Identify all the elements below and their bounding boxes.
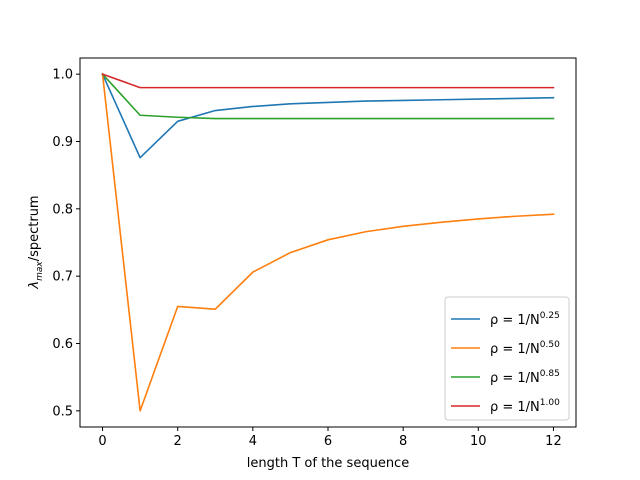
legend-label-main: ρ = 1/N <box>490 371 540 386</box>
legend-label: ρ = 1/N0.50 <box>490 340 560 357</box>
legend-label: ρ = 1/N1.00 <box>490 398 560 415</box>
x-tick-label: 10 <box>470 434 487 449</box>
legend-label: ρ = 1/N0.85 <box>490 369 560 386</box>
legend: ρ = 1/N0.25ρ = 1/N0.50ρ = 1/N0.85ρ = 1/N… <box>444 296 570 421</box>
legend-label-exponent: 0.85 <box>540 369 560 379</box>
x-axis: 0 2 4 6 8 10 12 <box>98 427 562 449</box>
y-axis-title: λmax/spectrum <box>27 195 45 289</box>
y-axis-title-subscript: max <box>35 261 45 281</box>
legend-entry-2: ρ = 1/N0.50 <box>451 340 560 357</box>
legend-entry-4: ρ = 1/N1.00 <box>451 398 560 415</box>
x-tick-label: 0 <box>98 434 106 449</box>
legend-entry-1: ρ = 1/N0.25 <box>451 311 560 328</box>
legend-box <box>444 296 570 421</box>
legend-label-main: ρ = 1/N <box>490 342 540 357</box>
x-axis-title: length T of the sequence <box>247 456 409 471</box>
y-axis: 0.5 0.6 0.7 0.8 0.9 1.0 <box>52 68 80 419</box>
series-line-3 <box>101 73 555 120</box>
y-tick-label: 0.6 <box>52 337 73 352</box>
series-line-4 <box>101 73 555 89</box>
legend-entry-3: ρ = 1/N0.85 <box>451 369 560 386</box>
y-tick-label: 0.8 <box>52 202 73 217</box>
y-tick-label: 0.9 <box>52 135 73 150</box>
legend-label-exponent: 1.00 <box>540 398 560 408</box>
legend-label-exponent: 0.25 <box>540 311 560 321</box>
series-line-2 <box>101 73 555 412</box>
x-tick-label: 4 <box>249 434 257 449</box>
x-tick-label: 8 <box>399 434 407 449</box>
y-tick-label: 1.0 <box>52 68 73 83</box>
y-tick-label: 0.7 <box>52 270 73 285</box>
series-line-1 <box>101 73 555 159</box>
legend-label: ρ = 1/N0.25 <box>490 311 560 328</box>
x-tick-label: 12 <box>545 434 562 449</box>
y-axis-title-text: /spectrum <box>27 195 42 261</box>
y-axis-title-symbol: λ <box>27 281 42 290</box>
legend-label-main: ρ = 1/N <box>490 313 540 328</box>
legend-label-exponent: 0.50 <box>540 340 560 350</box>
x-tick-label: 2 <box>174 434 182 449</box>
legend-label-main: ρ = 1/N <box>490 400 540 415</box>
y-tick-label: 0.5 <box>52 404 73 419</box>
series-layer <box>101 73 555 412</box>
x-tick-label: 6 <box>324 434 332 449</box>
